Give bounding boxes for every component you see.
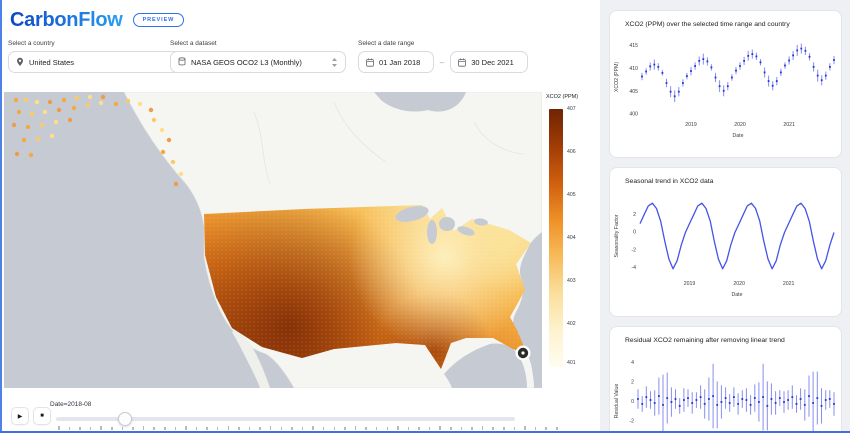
svg-text:410: 410 [629, 66, 638, 72]
date-range-separator: – [439, 57, 445, 67]
calendar-icon [366, 57, 374, 67]
svg-text:405: 405 [629, 89, 638, 95]
xco2-timeseries-chart: 400 405 410 415 2019 2020 2021 Date XCO2 (PPM) [614, 43, 835, 139]
colorbar-tick: 407 [567, 106, 576, 112]
slider-month-ticks [0, 426, 600, 432]
colorbar-gradient [549, 109, 563, 367]
play-icon: ▶ [17, 413, 23, 420]
app-header: CarbonFlow PREVIEW [10, 7, 185, 33]
map-great-lakes [395, 206, 488, 244]
database-icon [178, 57, 186, 66]
svg-text:0: 0 [633, 229, 636, 235]
alaska-xco2-dots [11, 94, 184, 187]
residual-chart: 4 2 0 -2 Residual Value [614, 360, 835, 433]
stop-icon: ■ [40, 413, 44, 419]
date-start-input[interactable]: 01 Jan 2018 [358, 51, 434, 73]
date-start-value: 01 Jan 2018 [379, 57, 421, 67]
date-range-label: Select a date range [358, 40, 415, 47]
chart-title: Seasonal trend in XCO2 data [625, 178, 714, 185]
location-pin-icon [17, 57, 23, 66]
charts-panel: XCO2 (PPM) over the selected time range … [600, 0, 850, 433]
time-slider-handle[interactable] [117, 412, 132, 426]
map-hudson-bay [374, 92, 466, 112]
select-arrows-icon [331, 57, 338, 68]
svg-text:2021: 2021 [783, 122, 795, 128]
svg-text:XCO2 (PPM): XCO2 (PPM) [614, 61, 620, 92]
dataset-value: NASA GEOS OCO2 L3 (Monthly) [191, 57, 302, 67]
slider-date-label: Date=2018-08 [50, 401, 92, 408]
svg-text:2019: 2019 [685, 122, 697, 128]
residual-card: Residual XCO2 remaining after removing l… [609, 326, 842, 433]
svg-text:415: 415 [629, 43, 638, 49]
map-gulf [444, 343, 527, 388]
svg-text:2019: 2019 [684, 281, 696, 287]
xco2-heatmap[interactable] [4, 91, 543, 389]
chart-title: Residual XCO2 remaining after removing l… [625, 337, 785, 344]
svg-text:2020: 2020 [734, 122, 746, 128]
map-canvas [4, 91, 543, 389]
colorbar-tick: 401 [567, 360, 576, 366]
svg-text:2: 2 [631, 379, 634, 385]
xco2-timeseries-card: XCO2 (PPM) over the selected time range … [609, 10, 842, 158]
stop-button[interactable]: ■ [33, 407, 51, 425]
seasonal-trend-chart: 2 0 -2 -4 2019 2020 2021 Date Seasonality Factor [614, 202, 835, 298]
window-bottom-edge [0, 431, 850, 433]
colorbar-tick: 406 [567, 149, 576, 155]
colorbar-title: XCO2 (PPM) [546, 94, 579, 100]
play-button[interactable]: ▶ [11, 407, 29, 425]
svg-text:2020: 2020 [733, 281, 745, 287]
seasonal-trend-card: Seasonal trend in XCO2 data 2 0 -2 -4 2019 20… [609, 167, 842, 317]
date-end-value: 30 Dec 2021 [471, 57, 514, 67]
app-title: CarbonFlow [10, 8, 123, 31]
date-range-filter-group: Select a date range 01 Jan 2018 – 30 Dec… [358, 40, 528, 73]
colorbar-tick: 404 [567, 235, 576, 241]
svg-text:4: 4 [631, 360, 634, 366]
colorbar-tick: 405 [567, 192, 576, 198]
svg-text:2021: 2021 [783, 281, 795, 287]
svg-text:0: 0 [631, 399, 634, 405]
dataset-select[interactable]: NASA GEOS OCO2 L3 (Monthly) [170, 51, 346, 73]
colorbar-tick: 402 [567, 321, 576, 327]
svg-text:Residual Value: Residual Value [614, 383, 620, 418]
svg-text:-2: -2 [629, 418, 634, 424]
colorbar: XCO2 (PPM) 407 406 405 404 403 402 401 [546, 94, 600, 384]
svg-text:2: 2 [633, 212, 636, 218]
map-attribution-button[interactable] [515, 345, 531, 361]
chart-title: XCO2 (PPM) over the selected time range … [625, 21, 790, 28]
country-label: Select a country [8, 40, 55, 47]
svg-text:-4: -4 [631, 265, 636, 271]
time-slider-track[interactable] [56, 417, 515, 421]
map-atlantic [513, 232, 542, 388]
svg-text:Date: Date [732, 292, 743, 298]
window-left-edge [0, 0, 2, 433]
dataset-label: Select a dataset [170, 40, 217, 47]
map-baja [232, 330, 270, 388]
svg-text:400: 400 [629, 112, 638, 118]
preview-badge: PREVIEW [132, 13, 185, 27]
colorbar-tick: 403 [567, 278, 576, 284]
svg-text:Date: Date [733, 133, 744, 139]
country-value: United States [29, 57, 75, 67]
date-end-input[interactable]: 30 Dec 2021 [450, 51, 528, 73]
svg-text:-2: -2 [631, 247, 636, 253]
dataset-filter-group: Select a dataset NASA GEOS OCO2 L3 (Mont… [170, 40, 346, 73]
svg-text:Seasonality Factor: Seasonality Factor [614, 214, 620, 257]
calendar-icon [458, 57, 467, 67]
